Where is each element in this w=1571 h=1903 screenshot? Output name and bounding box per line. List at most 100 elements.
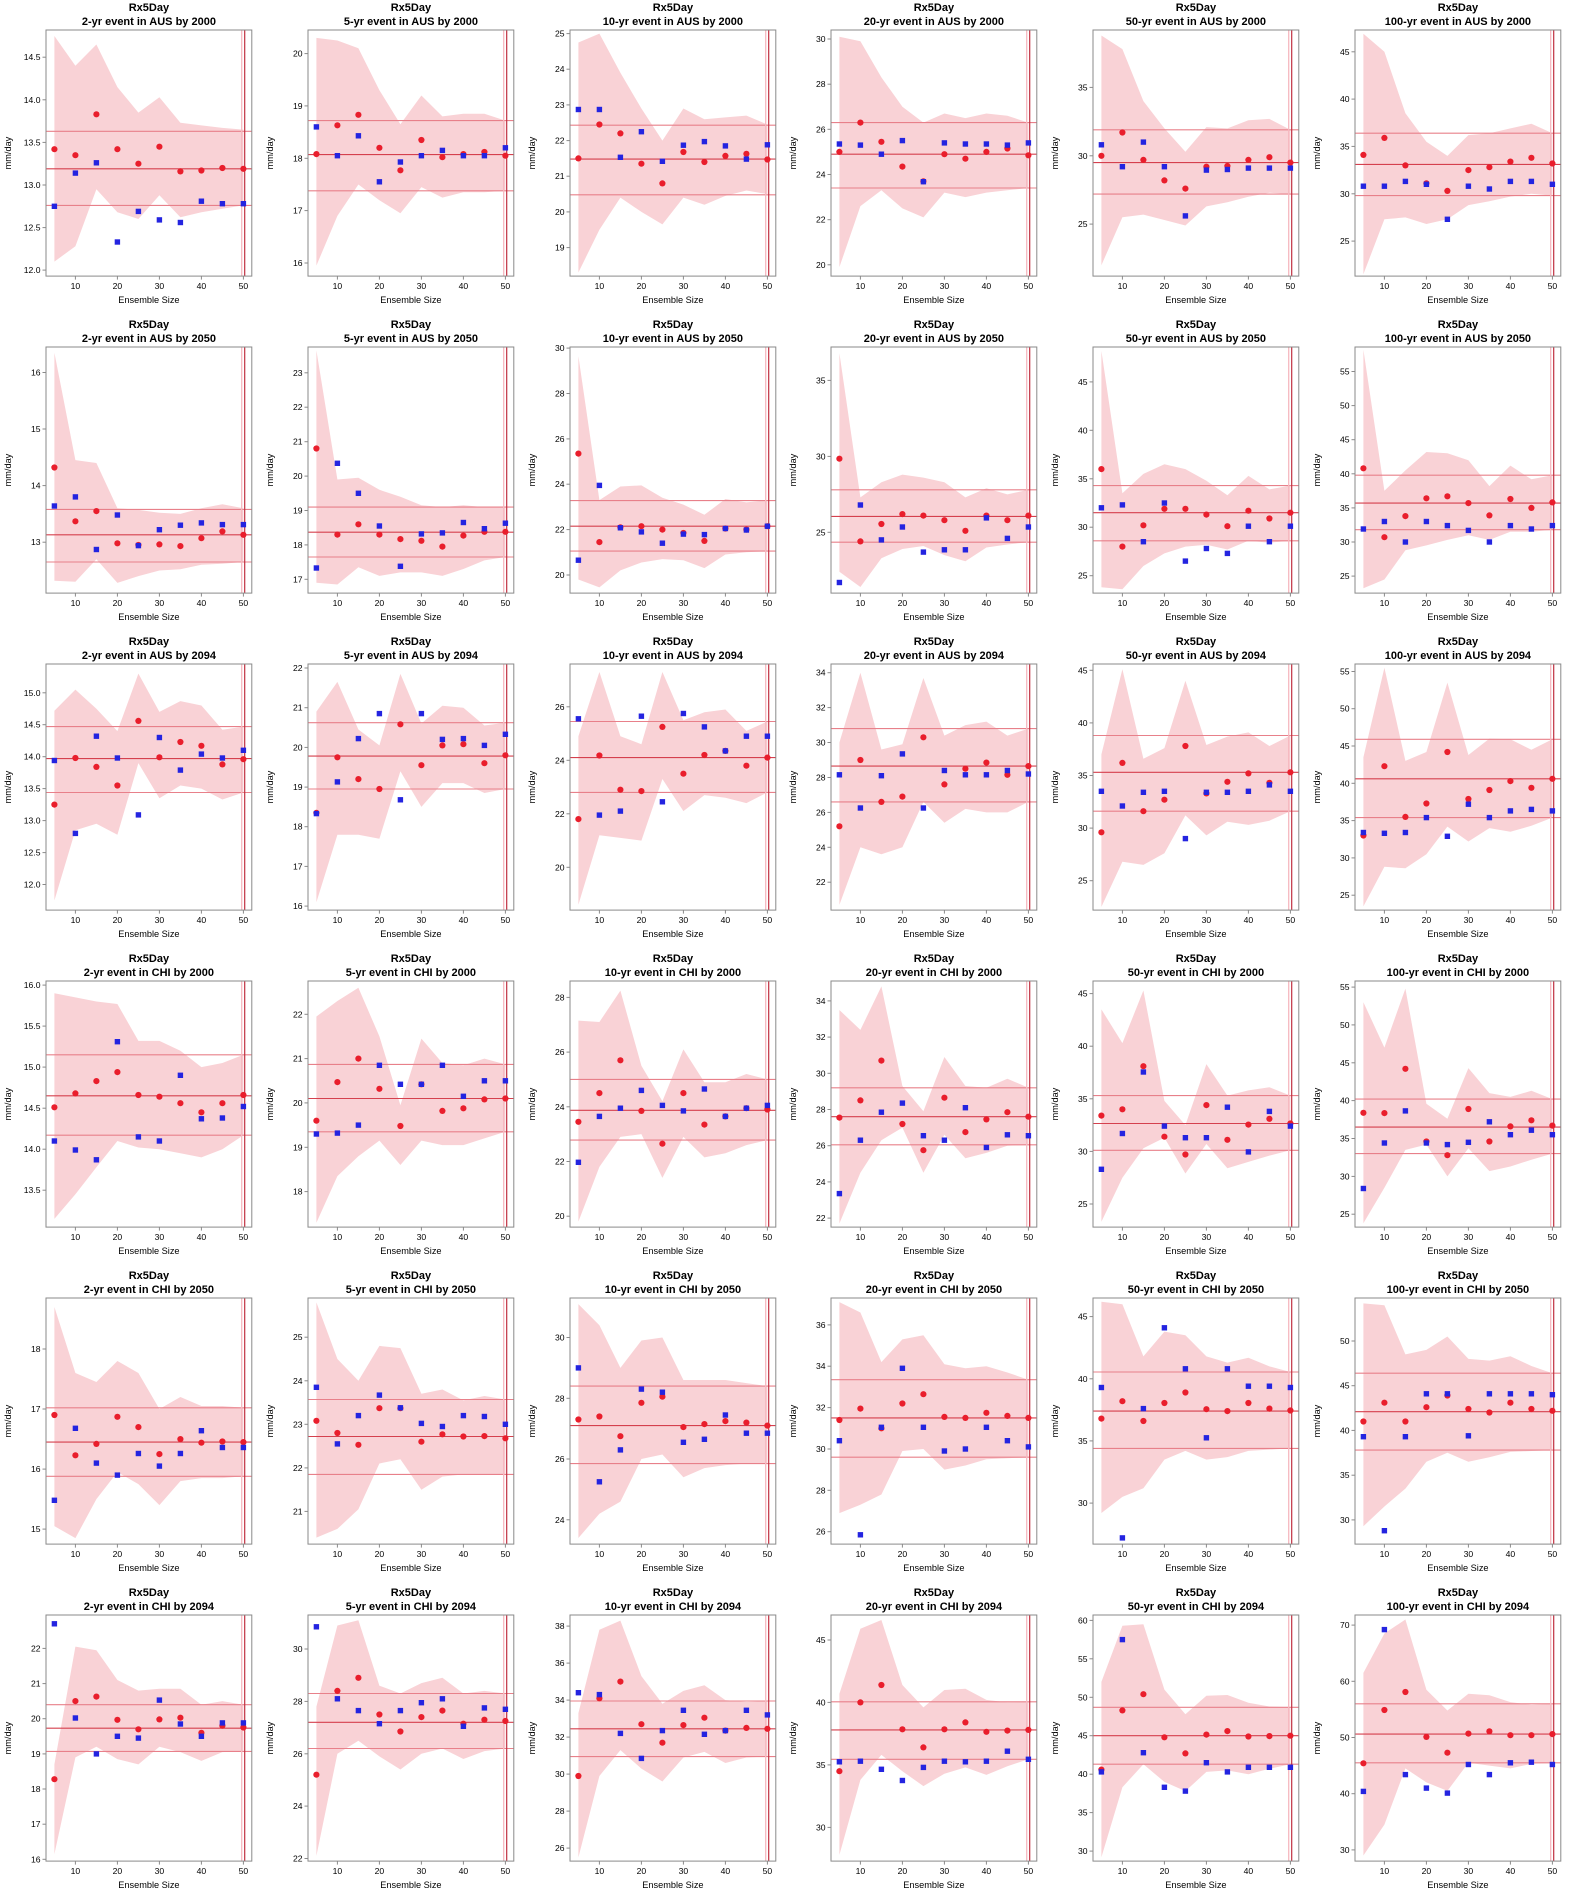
- y-tick-label: 30: [1078, 1498, 1088, 1508]
- y-tick-label: 16: [31, 1855, 41, 1865]
- blue-point: [1182, 1366, 1189, 1372]
- confidence-band: [1101, 1302, 1291, 1514]
- blue-point: [858, 502, 864, 508]
- x-tick-label: 50: [500, 915, 510, 925]
- blue-point: [1161, 1325, 1168, 1331]
- red-point: [899, 793, 906, 800]
- blue-point: [1444, 1142, 1451, 1148]
- blue-point: [1287, 523, 1294, 529]
- x-axis-label: Ensemble Size: [642, 1563, 703, 1573]
- y-tick-label: 24: [816, 842, 826, 852]
- y-tick-label: 30: [1078, 1847, 1088, 1857]
- red-point: [920, 512, 927, 519]
- red-point: [135, 1092, 142, 1099]
- blue-point: [313, 1624, 319, 1630]
- red-point: [742, 762, 750, 769]
- blue-point: [1287, 788, 1294, 795]
- x-tick-label: 40: [458, 1549, 468, 1559]
- red-point: [1004, 1109, 1011, 1116]
- red-point: [1465, 1730, 1472, 1738]
- red-point: [219, 164, 226, 172]
- x-tick-label: 50: [1286, 281, 1296, 291]
- blue-point: [837, 772, 843, 778]
- blue-point: [1119, 803, 1126, 809]
- red-point: [983, 1729, 990, 1736]
- red-point: [679, 148, 687, 156]
- red-point: [334, 754, 341, 761]
- plot-subtitle: 2-yr event in AUS by 2050: [82, 333, 216, 345]
- blue-point: [481, 742, 487, 749]
- blue-point: [1182, 1135, 1189, 1141]
- red-point: [418, 1438, 425, 1446]
- red-point: [878, 1057, 885, 1064]
- blue-point: [397, 1405, 403, 1411]
- y-tick-label: 30: [555, 343, 565, 353]
- red-point: [355, 1675, 362, 1682]
- y-tick-label: 30: [816, 34, 826, 44]
- y-axis-label: mm/day: [788, 1088, 798, 1121]
- red-point: [899, 1121, 906, 1128]
- red-point: [1486, 512, 1493, 519]
- x-tick-label: 10: [594, 1232, 604, 1242]
- red-point: [1245, 1733, 1252, 1741]
- y-tick-label: 26: [816, 124, 826, 134]
- y-tick-label: 30: [555, 1333, 565, 1343]
- plot-subtitle: 50-yr event in AUS by 2094: [1126, 650, 1267, 662]
- subplot-3: 10 20 30 40 50 19 20 21 22 23 24 25 Rx5Day 10-yr even…: [524, 0, 786, 317]
- red-point: [658, 723, 666, 731]
- y-tick-label: 28: [555, 1807, 565, 1817]
- x-tick-label: 10: [71, 1232, 81, 1242]
- blue-point: [334, 1130, 340, 1137]
- red-point: [941, 517, 948, 524]
- red-point: [574, 450, 582, 457]
- blue-point: [355, 736, 361, 742]
- plot-subtitle: 2-yr event in CHI by 2050: [84, 1284, 214, 1296]
- y-tick-label: 16: [31, 1464, 41, 1474]
- y-tick-label: 36: [555, 1659, 565, 1669]
- plot-frame: [1354, 1614, 1562, 1863]
- red-point: [502, 152, 509, 159]
- blue-point: [984, 141, 990, 147]
- blue-point: [1203, 1760, 1210, 1766]
- blue-point: [900, 1100, 906, 1107]
- blue-point: [1402, 539, 1409, 545]
- y-axis-label: mm/day: [1050, 453, 1060, 486]
- red-point: [1507, 495, 1514, 503]
- blue-point: [1402, 1434, 1409, 1440]
- x-tick-label: 10: [1118, 915, 1128, 925]
- confidence-band: [577, 1621, 767, 1858]
- red-point: [941, 151, 948, 158]
- red-point: [1381, 534, 1388, 541]
- blue-point: [1287, 1123, 1294, 1130]
- red-point: [857, 1699, 864, 1706]
- blue-point: [1266, 782, 1273, 788]
- blue-point: [198, 1734, 205, 1740]
- y-tick-label: 45: [1078, 1731, 1088, 1741]
- x-tick-label: 20: [113, 915, 123, 925]
- plot-canvas: 10 20 30 40 50 12.0 12.5 13.0 13.5 14.0 14.5 Rx5Day…: [3, 2, 253, 305]
- plot-canvas: 10 20 30 40 50 20 22 24 26 Rx5Day 10-yr event in A…: [527, 636, 776, 939]
- y-tick-label: 16: [293, 901, 303, 911]
- blue-point: [1423, 1140, 1430, 1146]
- confidence-band: [1101, 990, 1291, 1223]
- red-point: [941, 1726, 948, 1733]
- y-axis-label: mm/day: [3, 1088, 13, 1121]
- y-tick-label: 20: [293, 743, 303, 753]
- blue-point: [596, 106, 602, 113]
- confidence-band: [577, 356, 767, 588]
- blue-point: [418, 1700, 424, 1706]
- x-tick-label: 30: [155, 281, 165, 291]
- x-tick-label: 20: [374, 1549, 384, 1559]
- y-tick-label: 25: [816, 527, 826, 537]
- blue-point: [921, 179, 927, 185]
- blue-point: [617, 154, 623, 160]
- blue-point: [198, 751, 205, 757]
- red-point: [93, 1441, 100, 1448]
- x-tick-label: 10: [856, 915, 866, 925]
- y-tick-label: 24: [293, 1376, 303, 1386]
- plot-frame: [1092, 346, 1300, 594]
- blue-point: [1402, 829, 1409, 836]
- blue-point: [1119, 164, 1126, 170]
- y-tick-label: 20: [816, 260, 826, 270]
- blue-point: [879, 1767, 885, 1773]
